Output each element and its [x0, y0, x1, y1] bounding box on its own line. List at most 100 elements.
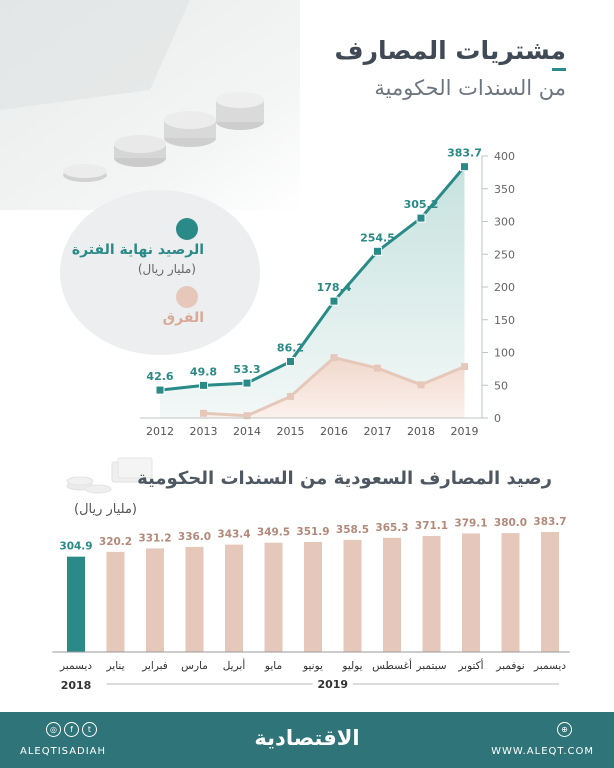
title-accent-rule [552, 68, 566, 71]
bar-data-label: 380.0 [494, 517, 527, 529]
chart-subtitle: من السندات الحكومية [374, 76, 566, 100]
website-link[interactable]: WWW.ALEQT.COM [491, 746, 594, 757]
difference-point [330, 354, 338, 362]
bar [185, 546, 204, 652]
bar [264, 542, 283, 652]
difference-point [417, 381, 425, 389]
line-chart: 42.6 49.8 53.3 86.2 178.4 254.5 305.2 383.7 0 50 1… [140, 147, 515, 438]
year-label-2018: 2018 [61, 679, 92, 692]
y-tick-label: 100 [494, 347, 515, 360]
x-tick-label: 2018 [407, 425, 435, 438]
balance-point [416, 213, 426, 223]
instagram-icon[interactable]: ◎ [46, 722, 61, 737]
difference-area [203, 357, 465, 418]
x-tick-label: 2015 [277, 425, 305, 438]
brand-logo: الاقتصادية [254, 726, 360, 750]
bar-data-label: 320.2 [99, 536, 132, 548]
x-category-label: فبراير [141, 660, 168, 672]
bar-chart: 304.9 ديسمبر 320.2 يناير 331.2 فبراير 336.0 مار… [52, 516, 570, 692]
x-category-label: أغسطس [372, 658, 412, 672]
y-tick-label: 400 [494, 150, 515, 163]
x-category-label: ديسمبر [59, 660, 92, 672]
balance-line [159, 165, 466, 392]
balance-data-label: 86.2 [277, 342, 304, 355]
bar-data-label: 331.2 [138, 532, 171, 544]
x-category-label: نوفمبر [495, 660, 524, 672]
bar-data-label: 365.3 [375, 522, 408, 534]
year-label-bg [312, 676, 353, 690]
x-category-label: يوليو [341, 660, 362, 672]
balance-point [155, 385, 165, 395]
x-category-label: يناير [105, 660, 124, 672]
legend-unit: (مليار ريال) [137, 262, 196, 276]
bar [501, 533, 520, 652]
balance-area [160, 166, 465, 418]
difference-point [200, 409, 207, 417]
balance-data-label: 49.8 [190, 365, 217, 378]
bar [67, 556, 85, 652]
twitter-icon[interactable]: t [82, 722, 97, 737]
x-tick-label: 2012 [146, 425, 174, 438]
bar-data-label: 343.4 [217, 529, 250, 541]
legend-backdrop [60, 190, 260, 355]
facebook-icon[interactable]: f [64, 722, 79, 737]
y-tick-label: 150 [494, 314, 515, 327]
legend-teal-dot-icon [176, 218, 198, 240]
social-handle[interactable]: ALEQTISADIAH [20, 746, 107, 757]
x-category-label: ديسمبر [533, 660, 566, 672]
y-tick-label: 300 [494, 216, 515, 229]
bar [541, 532, 559, 652]
x-category-label: أكتوبر [457, 658, 483, 672]
bar-data-label: 351.9 [296, 526, 329, 538]
balance-point [286, 357, 295, 367]
globe-icon[interactable]: ⊕ [557, 722, 572, 737]
bar [462, 533, 480, 652]
y-tick-label: 350 [494, 183, 515, 196]
year-label-2019: 2019 [317, 678, 348, 691]
x-tick-label: 2014 [233, 425, 261, 438]
footer-bar: ◎ f t ALEQTISADIAH الاقتصادية ⊕ WWW.ALEQ… [0, 712, 614, 768]
bar-data-label: 379.1 [454, 517, 487, 529]
bar-chart-unit: (مليار ريال) [74, 502, 138, 517]
difference-point [461, 363, 468, 371]
coins-illustration-icon [0, 0, 300, 210]
x-tick-label: 2016 [320, 425, 348, 438]
balance-data-label: 53.3 [233, 363, 260, 376]
legend-peach-dot-icon [176, 286, 198, 308]
balance-point [329, 296, 339, 306]
bar-data-label: 349.5 [257, 527, 290, 539]
bar [343, 539, 362, 652]
difference-point [374, 364, 381, 372]
y-tick-label: 250 [494, 248, 515, 261]
balance-data-label: 178.4 [317, 281, 352, 294]
x-tick-label: 2013 [190, 425, 218, 438]
bar-data-label: 304.9 [59, 541, 92, 553]
balance-data-label: 305.2 [404, 198, 439, 211]
difference-point [287, 392, 294, 400]
y-tick-label: 50 [494, 379, 508, 392]
chart-title: مشتريات المصارف [334, 36, 566, 65]
balance-point [373, 246, 382, 256]
bar-data-label: 358.5 [336, 524, 369, 536]
balance-point [460, 162, 469, 172]
bar-chart-title: رصيد المصارف السعودية من السندات الحكومي… [137, 468, 552, 489]
y-tick-label: 200 [494, 281, 515, 294]
balance-data-label: 383.7 [447, 147, 482, 160]
hero-area: مشتريات المصارف من السندات الحكومية الرص… [0, 0, 566, 355]
y-tick-label: 0 [494, 412, 501, 425]
difference-point [243, 412, 251, 420]
bar [304, 541, 322, 652]
legend-label-balance: الرصيد نهاية الفترة [71, 242, 204, 258]
legend-label-difference: الفرق [162, 310, 204, 326]
bar [106, 551, 125, 652]
x-category-label: مارس [181, 660, 208, 672]
bar-data-label: 336.0 [178, 531, 211, 543]
balance-data-label: 42.6 [146, 370, 173, 383]
bar [225, 544, 243, 652]
bar-data-label: 383.7 [533, 516, 566, 528]
bar [422, 535, 441, 652]
bar [383, 537, 401, 652]
x-tick-label: 2017 [364, 425, 392, 438]
balance-point [199, 380, 208, 390]
balance-data-label: 254.5 [360, 231, 395, 244]
